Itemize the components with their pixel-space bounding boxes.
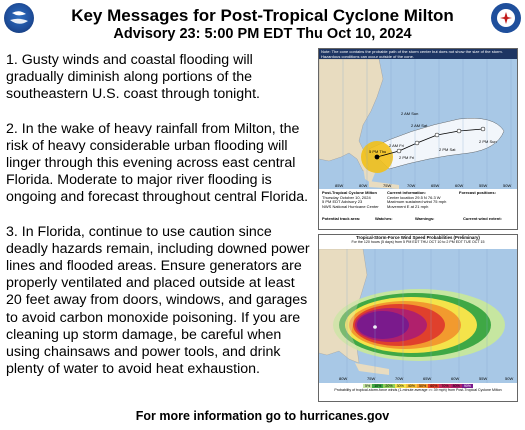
probability-scale: 5% 10% 20% 30% 40% 50% 60% 70% 80% 90% xyxy=(319,384,517,389)
current-info-title: Current information: xyxy=(387,190,426,195)
max-wind: Maximum sustained wind 75 mph xyxy=(387,199,447,205)
center-location: Center location 29.5 N 76.3 W xyxy=(387,194,441,200)
storm-time: Thursday October 10, 2024 xyxy=(322,194,371,200)
legend-warnings: Warnings: xyxy=(415,216,435,221)
scale-step: 80% xyxy=(450,384,462,389)
track-label: 2 PM Sun xyxy=(479,139,497,144)
cone-note: Note: The cone contains the probable pat… xyxy=(319,49,517,59)
advisory-number: 5 PM EDT Advisory 23 xyxy=(322,199,363,205)
scale-step: 5% xyxy=(362,384,373,389)
scale-step: 70% xyxy=(439,384,451,389)
probability-legend: 5% 10% 20% 30% 40% 50% 60% 70% 80% 90% P… xyxy=(319,383,517,401)
scale-step: 50% xyxy=(417,384,429,389)
lon-label: 70W xyxy=(407,183,416,188)
scale-step: 20% xyxy=(383,384,395,389)
movement: Movement E at 21 mph xyxy=(387,203,429,209)
nws-logo xyxy=(491,3,521,33)
track-label: 2 AM Sun xyxy=(401,111,419,116)
probability-header: Tropical-Storm-Force Wind Speed Probabil… xyxy=(319,235,517,249)
wind-probability-map: Tropical-Storm-Force Wind Speed Probabil… xyxy=(318,234,518,402)
key-messages: 1. Gusty winds and coastal flooding will… xyxy=(6,52,311,395)
legend-watches: Watches: xyxy=(375,216,393,221)
track-label: 5 PM Thu xyxy=(369,149,387,154)
storm-name: Post-Tropical Cyclone Milton xyxy=(322,190,377,195)
key-message-3: 3. In Florida, continue to use caution s… xyxy=(6,223,310,378)
scale-step: 30% xyxy=(394,384,406,389)
advisory-subtitle: Advisory 23: 5:00 PM EDT Thu Oct 10, 202… xyxy=(113,26,412,42)
page-title: Key Messages for Post-Tropical Cyclone M… xyxy=(71,6,454,25)
scale-step: 40% xyxy=(405,384,417,389)
lon-label: 65W xyxy=(431,183,440,188)
center-name: NWS National Hurricane Center xyxy=(322,203,379,209)
lon-label: 85W xyxy=(335,183,344,188)
lon-label: 60W xyxy=(451,376,460,381)
track-label: 2 PM Fri xyxy=(399,155,415,160)
lon-label: 65W xyxy=(423,376,432,381)
probability-subtitle: For the 120 hours (5 days) from 5 PM EDT… xyxy=(351,240,485,244)
scale-step: 10% xyxy=(372,384,384,389)
lon-label: 60W xyxy=(455,183,464,188)
track-cone-map: Note: The cone contains the probable pat… xyxy=(318,48,518,230)
lon-label: 70W xyxy=(395,376,404,381)
lon-label: 50W xyxy=(503,183,512,188)
lon-label: 80W xyxy=(339,376,348,381)
track-label: 2 AM Fri xyxy=(389,143,404,148)
lon-label: 50W xyxy=(505,376,514,381)
probability-title: Tropical-Storm-Force Wind Speed Probabil… xyxy=(356,235,480,240)
lon-label: 75W xyxy=(367,376,376,381)
lon-label: 55W xyxy=(479,376,488,381)
lon-label: 75W xyxy=(383,183,392,188)
lon-label: 55W xyxy=(479,183,488,188)
lon-label: 80W xyxy=(359,183,368,188)
track-label: 2 AM Sat xyxy=(411,123,428,128)
track-info-panel: Post-Tropical Cyclone Milton Thursday Oc… xyxy=(319,189,517,229)
footer-link-text: For more information go to hurricanes.go… xyxy=(135,409,390,423)
key-message-2: 2. In the wake of heavy rainfall from Mi… xyxy=(6,120,309,206)
scale-step: 90% xyxy=(461,384,474,389)
probability-legend-text: Probability of tropical-storm-force wind… xyxy=(334,388,502,393)
track-label: 2 PM Sat xyxy=(439,147,456,152)
legend-track: Potential track area: xyxy=(322,216,361,221)
scale-step: 60% xyxy=(428,384,440,389)
noaa-logo xyxy=(4,3,34,33)
legend-wind: Current wind extent: xyxy=(463,216,502,221)
key-message-1: 1. Gusty winds and coastal flooding will… xyxy=(6,52,260,103)
forecast-title: Forecast positions: xyxy=(459,190,496,195)
